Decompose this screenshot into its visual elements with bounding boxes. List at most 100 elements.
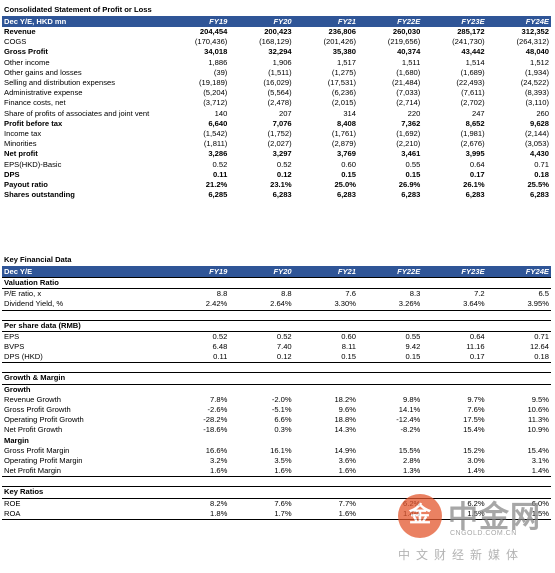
table-row: Operating Profit Margin 3.2% 3.5% 3.6% 2.8% 3… [2, 456, 551, 466]
row-value: 7.6% [274, 498, 292, 508]
row-value: -28.2% [203, 415, 228, 425]
table-row: Dividend Yield, % 2.42% 2.64% 3.30% 3.26% 3.6… [2, 299, 551, 311]
row-value: (1,981) [460, 129, 485, 139]
block-title-row: Valuation Ratio [2, 276, 551, 290]
header-year-cell: FY21 [293, 16, 358, 27]
row-value: (3,110) [525, 98, 550, 108]
row-value: 15.4% [527, 445, 549, 455]
row-value: 3.1% [531, 456, 549, 466]
row-value: 0.11 [165, 352, 230, 364]
row-label: EPS(HKD)-Basic [4, 159, 62, 169]
row-value: (5,564) [267, 88, 292, 98]
row-value: 7.8% [210, 394, 228, 404]
row-value: 0.18 [534, 169, 549, 179]
row-value: 0.15 [357, 352, 423, 364]
row-value: 0.17 [422, 352, 487, 364]
row-value: -18.6% [203, 425, 228, 435]
row-value: 26.9% [398, 180, 421, 190]
header-year-cell: FY24E [486, 266, 551, 278]
row-value: 8.3 [409, 289, 421, 299]
row-label: Profit before tax [4, 118, 63, 128]
row-value [294, 384, 358, 395]
row-value: 15.4% [463, 425, 485, 435]
row-value: 3.26% [357, 299, 423, 311]
row-label: Minorities [4, 139, 37, 149]
row-value: 314 [343, 108, 356, 118]
row-value: 9.5% [531, 394, 549, 404]
row-value [165, 384, 229, 395]
row-label: Operating Profit Growth [4, 415, 84, 425]
row-value: 6.5 [538, 289, 549, 299]
row-value: 236,806 [328, 27, 356, 36]
row-value: 11.3% [528, 415, 549, 425]
row-value: 2.8% [403, 456, 421, 466]
row-value: 0.11 [212, 169, 228, 179]
row-value: 0.52 [276, 331, 292, 341]
row-value: 6.0% [531, 498, 549, 508]
row-value: 207 [278, 108, 292, 118]
row-value: 1.6% [293, 508, 358, 521]
header-year-cell: FY20 [229, 266, 294, 278]
row-value: (21,484) [392, 78, 421, 88]
row-label: Other gains and losses [4, 67, 82, 77]
table-row: EPS 0.52 0.52 0.60 0.55 0.64 0.71 [2, 331, 551, 342]
row-value: 0.17 [469, 169, 485, 179]
row-value: 0.60 [341, 331, 356, 341]
table-row: Net Profit Growth -18.6% 0.3% 14.3% -8.2% 15.… [2, 425, 551, 435]
row-value: (5,204) [203, 88, 228, 98]
table-row: Gross Profit 34,018 32,294 35,380 40,374 43,4… [2, 47, 551, 57]
row-label: BVPS [4, 342, 25, 352]
row-label: ROA [2, 508, 165, 521]
row-label: COGS [4, 37, 27, 47]
row-label: Finance costs, net [4, 98, 66, 108]
row-value: 14.1% [398, 405, 421, 415]
row-value: 25.0% [334, 180, 356, 190]
row-value: 0.71 [534, 159, 549, 169]
table-row: Gross Profit Margin 16.6% 16.1% 14.9% 15.5% 1… [2, 446, 551, 456]
row-value: 6.2% [467, 498, 485, 508]
watermark: 金 中金网 CNGOLD.COM.CN 中文财经新媒体 [398, 490, 548, 570]
row-value: (1,680) [396, 67, 421, 77]
row-value: 40,374 [397, 47, 421, 57]
row-label: P/E ratio, x [4, 289, 42, 299]
row-value: 260,030 [392, 27, 421, 36]
table-row: Margin [2, 436, 551, 446]
row-value: 3.64% [422, 299, 487, 311]
row-value: 1,511 [401, 57, 421, 67]
row-value: 0.71 [534, 331, 549, 341]
row-value: 7,076 [272, 118, 292, 128]
watermark-url: CNGOLD.COM.CN [450, 530, 517, 537]
row-value: 14.3% [334, 425, 356, 435]
row-value [422, 436, 486, 446]
row-value: -5.1% [271, 405, 292, 415]
table-row: Share of profits of associates and joint… [2, 109, 551, 119]
row-value: (2,478) [267, 98, 292, 108]
row-value: 3,995 [465, 149, 485, 159]
row-value: 9.7% [467, 394, 485, 404]
row-value: 0.60 [341, 159, 356, 169]
row-value: 0.12 [229, 352, 294, 364]
block-title-row: Per share data (RMB) [2, 319, 551, 332]
row-value: 0.52 [212, 159, 228, 169]
row-value: 15.2% [463, 445, 485, 455]
row-value: 8.11 [341, 342, 356, 352]
row-value: (1,689) [460, 67, 485, 77]
row-value: (2,015) [331, 98, 356, 108]
row-value: 43,442 [461, 47, 485, 57]
row-value: 1.8% [165, 508, 230, 521]
row-value: (22,493) [456, 78, 485, 88]
row-label: Net Profit Growth [4, 425, 63, 435]
row-value: 3.2% [210, 456, 228, 466]
row-value: (39) [213, 67, 228, 77]
table-row: Profit before tax 6,640 7,076 8,408 7,362 8,6… [2, 119, 551, 129]
row-value [487, 384, 551, 395]
watermark-logo-icon: 金 [398, 494, 442, 538]
spacer-row [2, 363, 551, 373]
row-value: 1,517 [336, 57, 356, 67]
row-value: (17,531) [327, 78, 356, 88]
row-label: Net profit [4, 149, 38, 159]
row-value: 247 [471, 108, 485, 118]
row-value: 220 [407, 108, 421, 118]
row-value: 3.95% [486, 299, 551, 311]
